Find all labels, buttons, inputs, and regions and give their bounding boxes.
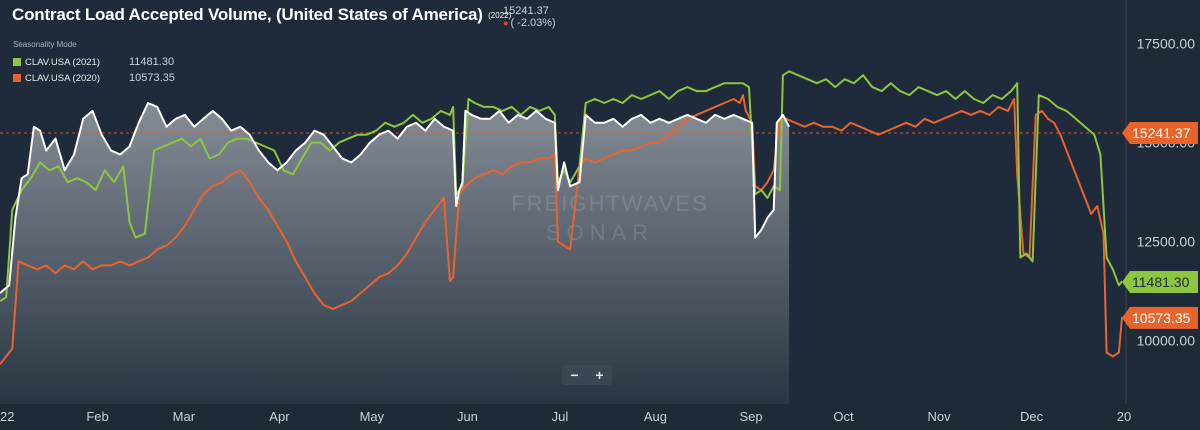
y-tick-label: 12500.00: [1137, 234, 1196, 250]
x-axis: 22 Feb Mar Apr May Jun Jul Aug Sep Oct Nov Dec 20: [0, 409, 1131, 424]
y-tick-label: 17500.00: [1137, 36, 1196, 52]
x-tick-label: Apr: [269, 409, 290, 424]
headline-change: ( -2.03%): [510, 17, 556, 29]
legend-name: CLAV.USA (2020): [25, 72, 100, 84]
x-tick-label: Aug: [644, 409, 667, 424]
legend-name: CLAV.USA (2021): [25, 56, 100, 68]
price-badge-label: 10573.35: [1132, 310, 1191, 326]
x-tick-label: Mar: [173, 409, 196, 424]
zoom-out-button[interactable]: −: [570, 367, 579, 383]
lines-layer: [0, 70, 1123, 366]
x-tick-label: Nov: [927, 409, 951, 424]
zoom-controls: − +: [562, 365, 612, 385]
change-down-icon: ●: [503, 18, 509, 28]
chart-title: Contract Load Accepted Volume, (United S…: [12, 5, 483, 24]
price-badge-y2021: 11481.30: [1122, 270, 1198, 293]
area-layer: [0, 103, 1122, 404]
y-tick-label: 10000.00: [1137, 333, 1196, 349]
x-tick-label: Oct: [833, 409, 854, 424]
watermark: FREIGHTWAVES SONAR: [511, 191, 709, 245]
price-badge-label: 11481.30: [1132, 274, 1190, 290]
legend-value: 11481.30: [129, 56, 175, 68]
x-tick-label: 20: [1117, 409, 1131, 424]
legend-item-2021[interactable]: CLAV.USA (2021) 11481.30: [13, 54, 175, 70]
x-tick-label: Jul: [552, 409, 569, 424]
watermark-line2: SONAR: [546, 220, 654, 245]
series-y2020-line[interactable]: [0, 94, 1123, 366]
price-badge-bg: [1122, 122, 1198, 145]
chart-title-year: (2022): [488, 11, 512, 20]
headline: 15241.37 ●( -2.03%): [503, 5, 556, 29]
price-badges: 15241.37 11481.30 10573.35: [1122, 122, 1198, 329]
price-badge-label: 15241.37: [1132, 125, 1191, 141]
x-tick-label: Dec: [1020, 409, 1044, 424]
x-tick-label: Feb: [86, 409, 108, 424]
x-tick-label: May: [360, 409, 385, 424]
x-tick-label: Sep: [739, 409, 762, 424]
x-tick-label: 22: [0, 409, 14, 424]
seasonality-mode-label: Seasonality Mode: [13, 40, 77, 49]
headline-value: 15241.37: [503, 5, 549, 17]
title-block: Contract Load Accepted Volume, (United S…: [12, 5, 511, 25]
series-current-line[interactable]: [0, 102, 790, 294]
legend-swatch-2021: [13, 58, 21, 66]
watermark-line1: FREIGHTWAVES: [511, 191, 709, 216]
price-badge-current: 15241.37: [1122, 122, 1198, 145]
legend-swatch-2020: [13, 74, 21, 82]
price-badge-bg: [1122, 306, 1198, 329]
legend: Seasonality Mode CLAV.USA (2021) 11481.3…: [13, 40, 175, 86]
zoom-in-button[interactable]: +: [595, 367, 604, 383]
x-tick-label: Jun: [457, 409, 478, 424]
series-current-area: [0, 103, 790, 404]
legend-item-2020[interactable]: CLAV.USA (2020) 10573.35: [13, 70, 175, 86]
series-y2021-line[interactable]: [0, 70, 1123, 302]
price-badge-bg: [1122, 270, 1198, 293]
price-badge-y2020: 10573.35: [1122, 306, 1198, 329]
legend-value: 10573.35: [129, 72, 175, 84]
